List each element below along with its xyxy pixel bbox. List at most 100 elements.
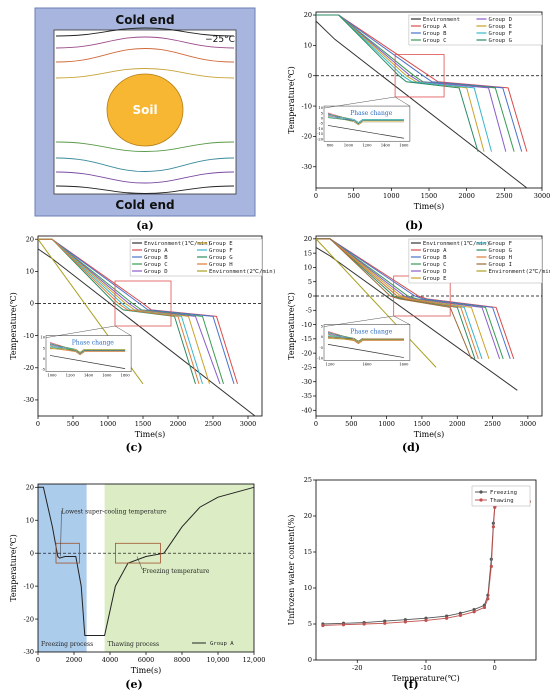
x-tick-label: 1000 [100, 420, 117, 428]
y-tick-label: -20 [24, 615, 34, 623]
y-axis-label: Temperature(℃) [9, 292, 18, 360]
data-point [458, 613, 462, 617]
legend-label: Environment(2℃/min) [488, 269, 550, 275]
chart-c: 0 500 1000 1500 2000 2500 3000 -30 -20 -10 0 10 20 Ti… [9, 235, 276, 439]
x-tick-label: 2500 [484, 420, 501, 428]
panel-label-a: (a) [136, 219, 154, 232]
panel-label-e: (e) [125, 678, 142, 691]
y-tick-label: -40 [302, 406, 312, 414]
inset-frame [323, 324, 411, 361]
series-line-thawing [322, 501, 530, 626]
legend-box [471, 485, 531, 507]
legend-label: Group H [209, 262, 233, 268]
inset-y-tick-label: -10 [317, 127, 324, 131]
x-tick-label: 0 [493, 664, 497, 672]
inset-x-tick-label: 1400 [84, 374, 94, 378]
annotation-leader [136, 556, 143, 571]
region-band [38, 484, 87, 652]
legend-label: Group F [488, 31, 512, 37]
legend-box [408, 238, 543, 284]
inset-y-tick-label: -20 [317, 137, 324, 141]
inset-series [49, 355, 126, 369]
inset-series [327, 338, 404, 343]
inset-frame [45, 335, 132, 372]
x-tick-label: 500 [345, 420, 357, 428]
x-tick-label: 10,000 [207, 656, 230, 664]
inset-series [49, 347, 126, 356]
x-tick-label: -20 [352, 664, 362, 672]
x-tick-label: 3000 [520, 420, 537, 428]
y-tick-label: -10 [302, 321, 312, 329]
inset-x-tick-label: 1600 [399, 363, 409, 367]
x-tick-label: 2000 [449, 420, 466, 428]
panel-label-d: (d) [402, 441, 420, 454]
phase-change-label: Phase change [350, 110, 393, 117]
inset-connector [114, 325, 132, 336]
data-point [482, 605, 487, 610]
cold-end-bottom-label: Cold end [115, 198, 174, 212]
legend-label: Group H [488, 255, 512, 261]
legend-label: Group A [144, 248, 168, 254]
y-axis-label: Temperature(℃) [287, 66, 296, 134]
x-tick-label: 3000 [534, 192, 550, 200]
phase-change-label: Phase change [72, 340, 115, 347]
y-tick-label: -20 [302, 133, 312, 141]
x-tick-label: 3000 [240, 420, 257, 428]
highlight-box [55, 542, 80, 564]
x-axis-label: Time(s) [135, 430, 166, 439]
x-tick-label: 500 [67, 420, 79, 428]
x-axis-label: Time(s) [414, 430, 445, 439]
inset-x-tick-label: 1400 [381, 143, 391, 147]
y-tick-label: 25 [304, 476, 312, 484]
panel-a-schematic: Soil Cold end Cold end −25°C [34, 7, 256, 217]
inset-y-tick-label: 0 [43, 357, 46, 361]
legend-box [129, 238, 263, 277]
legend-label: Group E [209, 241, 233, 247]
soil-sample [106, 73, 184, 147]
legend-label: Freezing [490, 490, 517, 496]
inset-x-tick-label: 1400 [362, 363, 372, 367]
series-line-group-g [316, 14, 479, 152]
data-point [424, 618, 428, 623]
x-tick-label: 4000 [102, 656, 119, 664]
y-tick-label: 0 [30, 300, 34, 308]
x-tick-label: 1500 [414, 420, 431, 428]
inset-connector [45, 325, 116, 338]
x-tick-label: 1500 [135, 420, 152, 428]
legend-label: Group C [423, 262, 447, 268]
legend-label: Environment(1℃/min) [144, 241, 211, 247]
data-point [491, 525, 495, 529]
x-tick-label: 12,000 [243, 656, 266, 664]
data-point [472, 610, 476, 614]
inset-x-tick-label: 1600 [102, 374, 112, 378]
legend-label: Group E [423, 276, 447, 282]
x-tick-label: 6000 [138, 656, 155, 664]
inset-y-tick-label: 5 [321, 325, 324, 329]
y-tick-label: -30 [24, 396, 34, 404]
inset-x-tick-label: 1200 [325, 363, 335, 367]
data-point [493, 505, 497, 509]
legend-marker [479, 490, 483, 494]
inset-series [327, 344, 404, 358]
legend-box [408, 14, 543, 46]
series-line-group-a [38, 486, 255, 636]
legend-label: Group A [210, 641, 234, 647]
plot-frame [315, 479, 537, 661]
x-tick-label: 2500 [496, 192, 513, 200]
series-line-environment-1-min- [315, 246, 518, 391]
isotherm-line [55, 36, 235, 49]
y-tick-label: -20 [302, 349, 312, 357]
legend-label: Environment(1℃/min) [423, 241, 490, 247]
charts-layer: 0 500 1000 1500 2000 2500 3000-30-20-1001020Ti… [9, 11, 550, 683]
inset-y-tick-label: 5 [43, 346, 46, 350]
y-tick-label: -10 [24, 332, 34, 340]
x-tick-label: 2000 [66, 656, 83, 664]
y-tick-label: -5 [306, 306, 312, 314]
inset-series [327, 116, 404, 123]
series-line-environment-2-min- [315, 238, 437, 368]
y-tick-label: 10 [26, 516, 34, 524]
y-tick-label: -30 [24, 648, 34, 656]
panel-label-c: (c) [125, 441, 142, 454]
inset-x-tick-label: 1000 [47, 374, 57, 378]
inset-y-tick-label: 10 [318, 106, 323, 110]
